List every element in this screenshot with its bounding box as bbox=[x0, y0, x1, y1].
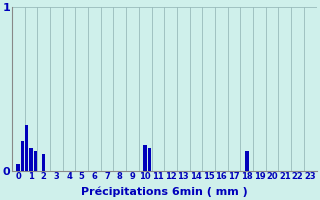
Bar bbox=[148, 148, 151, 171]
Bar bbox=[34, 151, 37, 171]
X-axis label: Précipitations 6min ( mm ): Précipitations 6min ( mm ) bbox=[81, 187, 248, 197]
Bar bbox=[42, 154, 45, 171]
Bar bbox=[143, 145, 147, 171]
Bar bbox=[21, 141, 25, 171]
Bar bbox=[245, 151, 249, 171]
Bar bbox=[25, 125, 28, 171]
Bar bbox=[29, 148, 33, 171]
Bar bbox=[17, 164, 20, 171]
